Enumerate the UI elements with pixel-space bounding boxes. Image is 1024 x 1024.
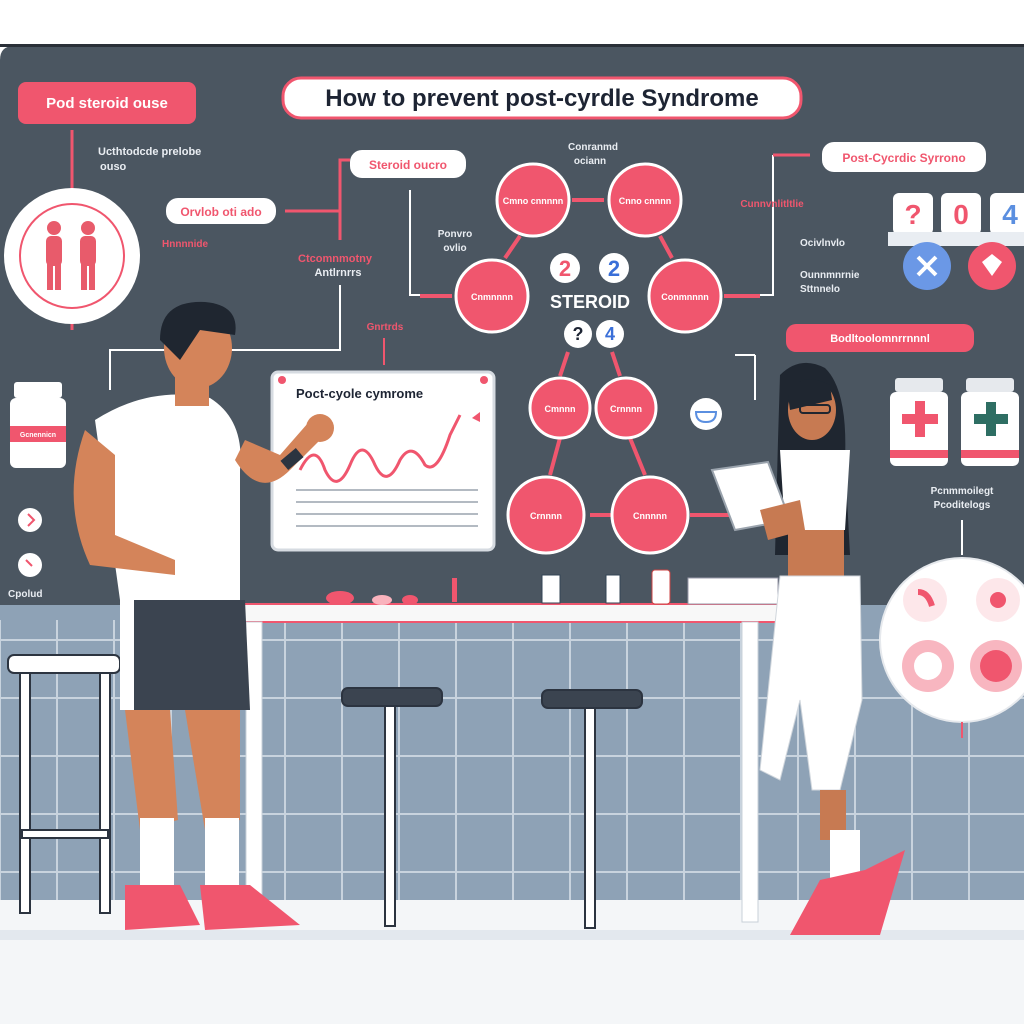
svg-text:4: 4 [1002,199,1018,230]
flow-arrow [628,437,647,476]
flow-arrow [610,351,622,377]
top-center-label-1: Conranmd [568,142,618,153]
bowl-icon [690,398,722,430]
svg-text:2: 2 [608,256,620,281]
flow-node [454,258,530,334]
diamond-icon [968,242,1016,290]
chart-board-title: Poct-cyole cymrome [296,386,423,401]
left-small-label: Hnnnnide [162,239,209,250]
flow-node-label: Crnnnn [530,511,562,521]
mid-label-1: Ctcomnmotny [298,253,373,265]
board-title: How to prevent post-cyrdle Syndrome [325,85,758,112]
flow-node [610,475,690,555]
flow-node [495,162,571,238]
flow-arrow [658,235,674,259]
flow-arrow [503,234,522,260]
right-bottom-pill: Bodltoolomnrrnnnl [830,333,930,345]
mid-label-3: Gnrtrds [367,322,404,333]
supplement-circle [879,557,1024,723]
flow-arrow [558,351,570,377]
close-icon [903,242,951,290]
human-body-icon [4,188,140,324]
flow-node [607,162,683,238]
top-left-badge: Pod steroid ouse [46,95,168,112]
flow-node-label: Cnnnnn [633,511,667,521]
right-label: Cunnvnlitltlie [740,199,804,210]
title-banner [281,76,803,120]
right-cards: ? 0 4 [888,193,1024,246]
mid-pill: Steroid oucro [369,158,447,172]
center-word: STEROID [550,292,630,312]
side-label-2: ovlio [443,243,466,254]
medical-cross-icon [890,378,1019,466]
right-note-3: Sttnnelo [800,284,840,295]
mid-label-2: Antlrnrrs [314,267,361,279]
left-pill: Orvlob oti ado [180,205,261,219]
left-bottom-label: Cpolud [8,589,42,600]
flow-node [528,376,592,440]
svg-text:?: ? [904,199,921,230]
flow-node [594,376,658,440]
flow-node-label: Cmnnn [545,404,576,414]
trend-chart-icon: Poct-cyole cymrome [270,370,496,552]
bottom-right-label-1: Pcnmmoilegt [931,486,994,497]
note-left: Ucthtodcde prelobe [98,146,201,158]
right-note-1: Ocivlnvlo [800,238,845,249]
number-badges: 2 2 ? 4 [550,253,629,348]
flow-arrow [548,437,562,476]
flow-node [647,258,723,334]
man-figure [73,301,334,930]
stools [7,654,643,929]
bottom-right-label-2: Pcoditelogs [934,500,991,511]
note-left-2: ouso [100,161,127,173]
flow-node-label: Cmno cnnnnn [503,196,564,206]
flow-node-label: Conmnnnn [661,292,709,302]
svg-text:4: 4 [605,324,615,344]
right-badge: Post-Cycrdic Syrrono [842,151,965,165]
flow-node [506,475,586,555]
pill-bottle-icon: Gcnennicn [10,382,66,468]
flow-node-label: Crnnnn [610,404,642,414]
svg-text:2: 2 [559,256,571,281]
right-note-2: Ounnmnrnie [800,270,860,281]
flow-node-label: Cnno cnnnn [619,196,672,206]
top-center-label-2: ociann [574,156,606,167]
svg-text:Gcnennicn: Gcnennicn [20,432,56,439]
svg-text:?: ? [573,324,584,344]
side-label-1: Ponvro [438,229,472,240]
svg-text:0: 0 [953,199,969,230]
flow-node-label: Cnmnnnn [471,292,513,302]
flowchart: Cmno cnnnnn Cnno cnnnn Cnmnnnn Conmnnnn Cmnn… [420,162,760,555]
woman-figure [710,362,905,935]
